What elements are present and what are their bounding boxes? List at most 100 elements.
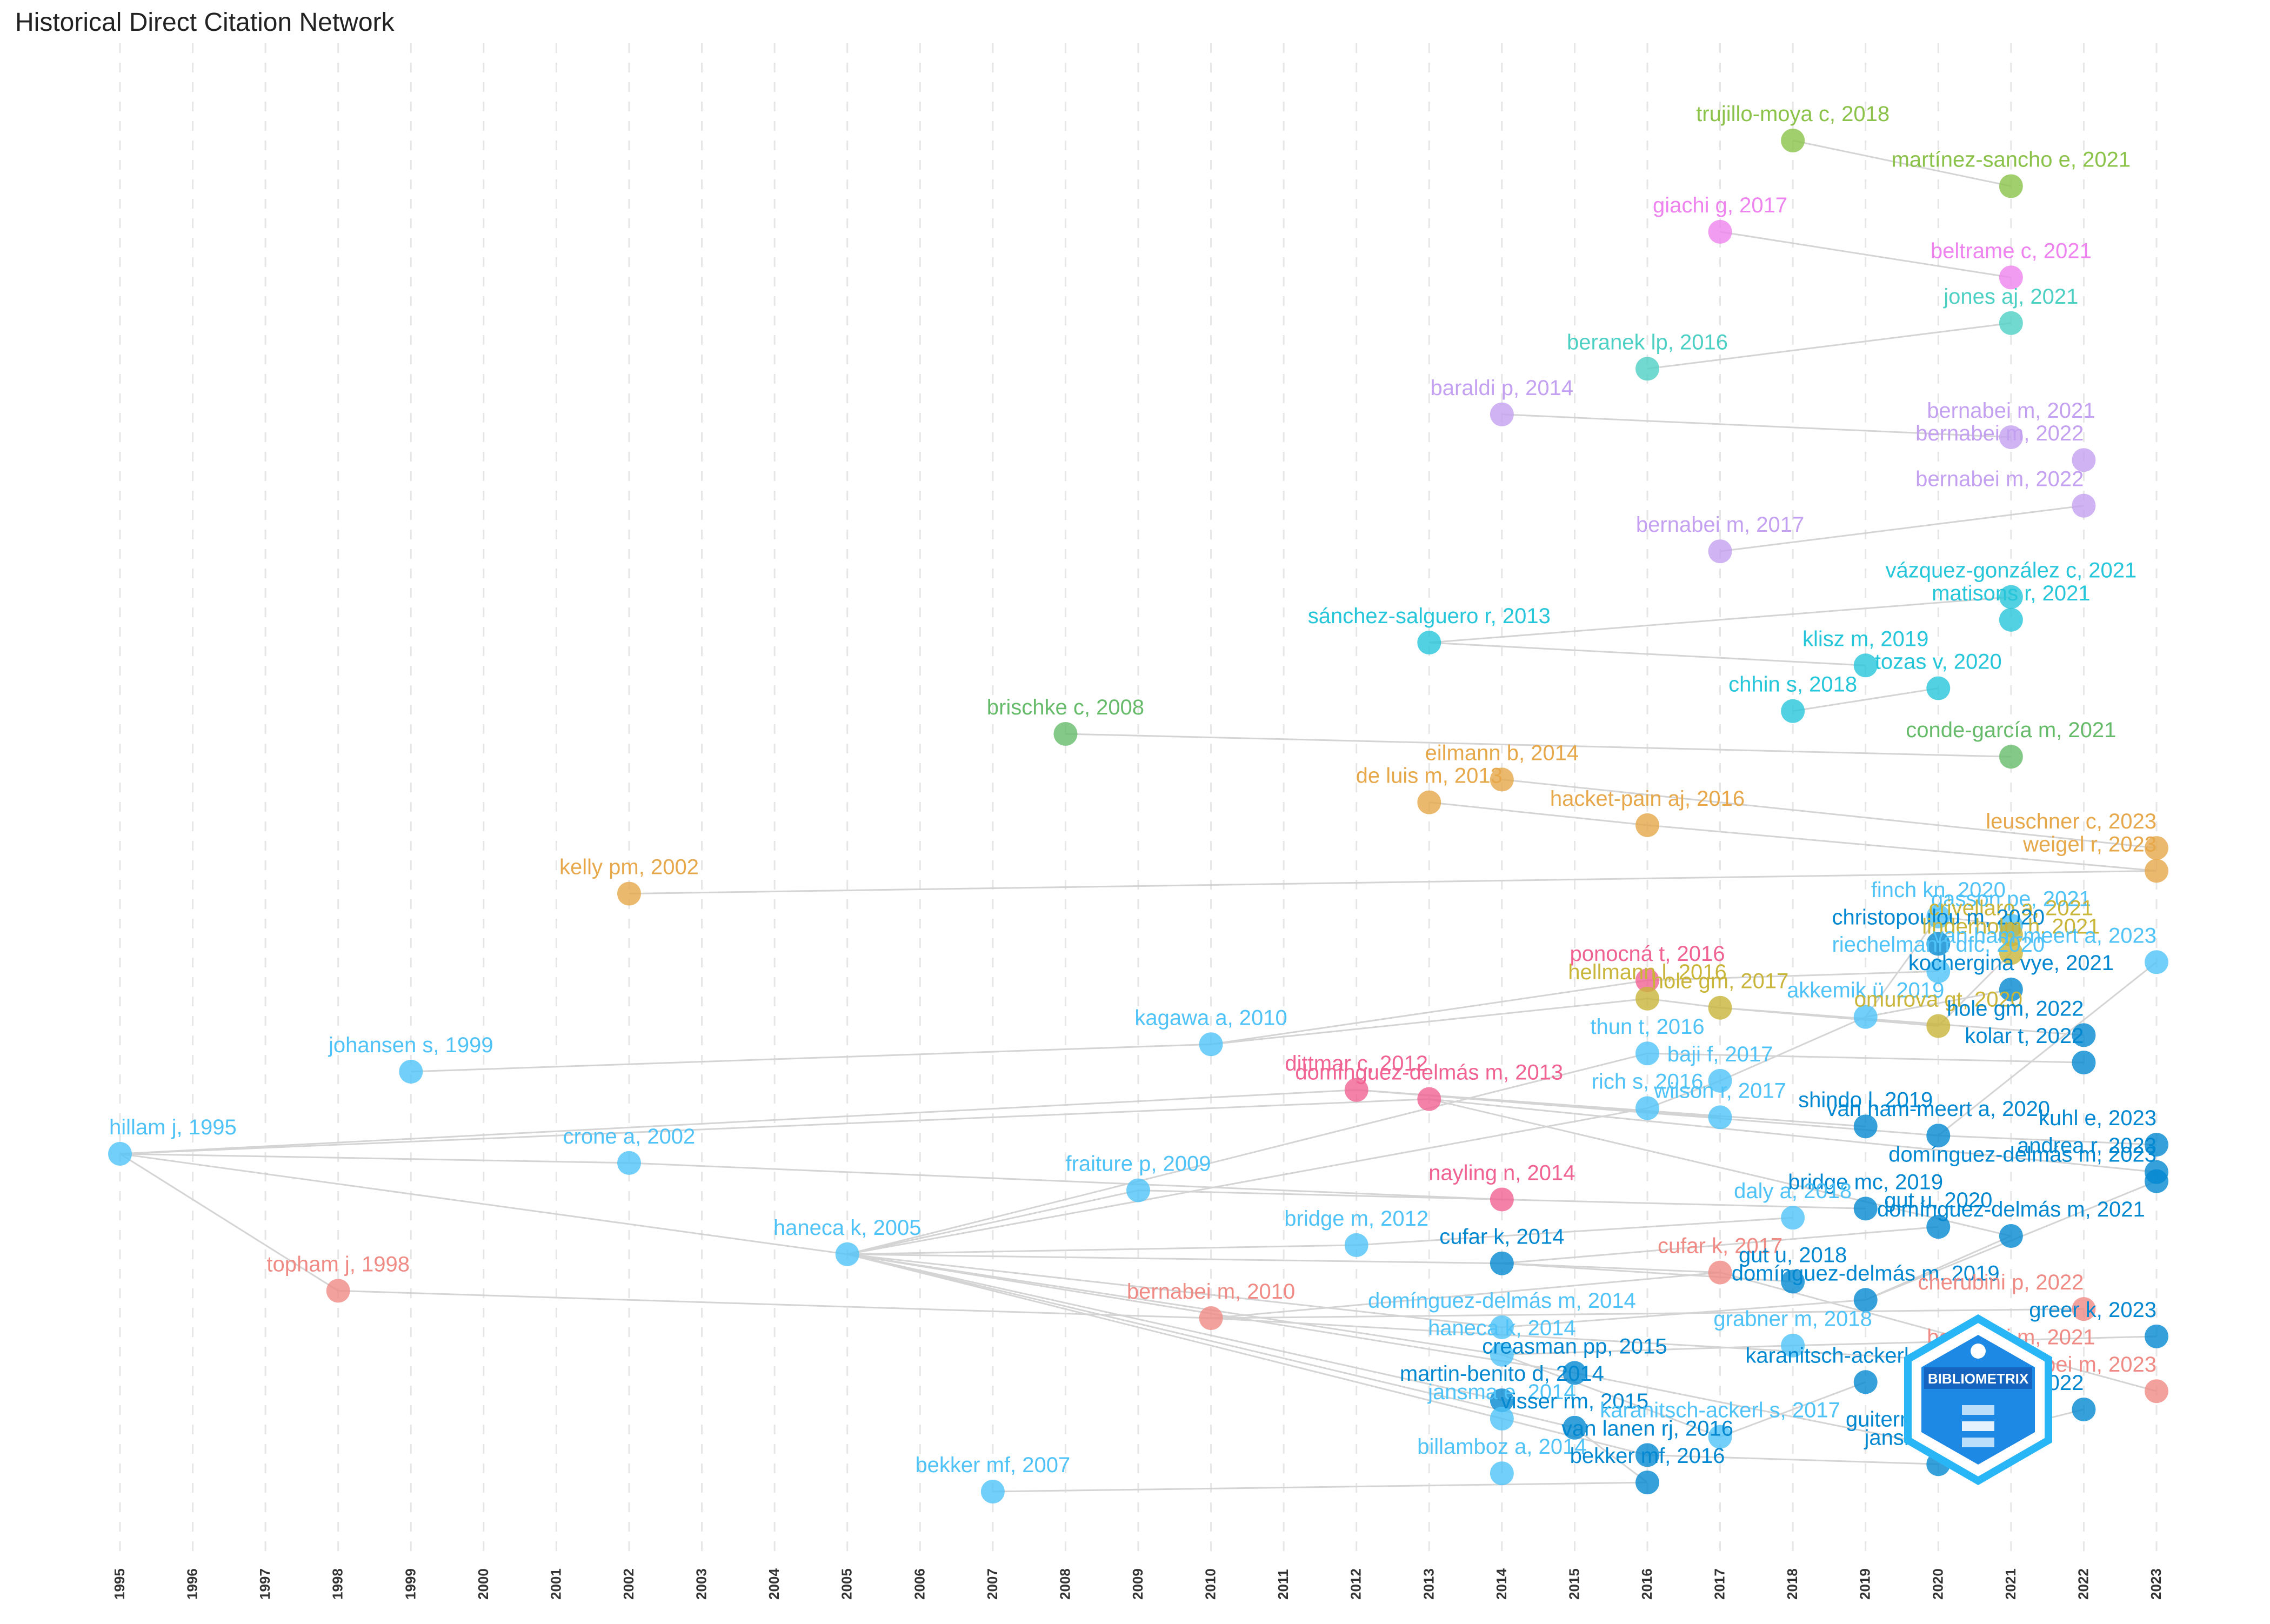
paper-node[interactable] <box>1926 932 1951 956</box>
paper-node[interactable] <box>1999 265 2023 290</box>
paper-node[interactable] <box>1635 968 1659 993</box>
paper-node[interactable] <box>1926 1014 1951 1038</box>
paper-node[interactable] <box>1635 1041 1659 1066</box>
paper-node[interactable] <box>1490 1342 1514 1367</box>
paper-node[interactable] <box>2145 859 2168 883</box>
paper-node[interactable] <box>2145 836 2168 860</box>
paper-node[interactable] <box>1344 1078 1368 1102</box>
paper-node[interactable] <box>1853 1005 1878 1029</box>
paper-node[interactable] <box>2072 1023 2096 1047</box>
paper-node[interactable] <box>1126 1178 1150 1202</box>
paper-node[interactable] <box>1853 1370 1878 1394</box>
paper-node[interactable] <box>1490 1461 1514 1486</box>
paper-node[interactable] <box>1853 653 1878 678</box>
paper-node[interactable] <box>1853 1114 1878 1139</box>
paper-node[interactable] <box>1708 995 1732 1020</box>
paper-node[interactable] <box>1999 311 2023 335</box>
paper-node[interactable] <box>1999 585 2023 609</box>
paper-node[interactable] <box>1781 1333 1805 1358</box>
paper-node[interactable] <box>1417 1087 1441 1111</box>
paper-node[interactable] <box>1490 1251 1514 1275</box>
paper-node[interactable] <box>2072 1397 2096 1421</box>
paper-node[interactable] <box>1490 767 1514 792</box>
x-tick-label: 2013 <box>1420 1568 1437 1600</box>
paper-node[interactable] <box>1708 539 1732 564</box>
paper-node[interactable] <box>1853 1197 1878 1221</box>
paper-label: bernabei m, 2021 <box>1927 399 2095 423</box>
paper-node[interactable] <box>1926 1124 1951 1148</box>
paper-node[interactable] <box>1999 941 2023 965</box>
paper-node[interactable] <box>1781 1269 1805 1294</box>
paper-node[interactable] <box>1999 174 2023 198</box>
paper-node[interactable] <box>2145 1133 2168 1157</box>
paper-node[interactable] <box>1417 790 1441 814</box>
paper-node[interactable] <box>1490 1406 1514 1431</box>
paper-node[interactable] <box>617 881 641 906</box>
citation-edge <box>847 1244 1357 1255</box>
paper-node[interactable] <box>1708 1260 1732 1285</box>
paper-node[interactable] <box>1635 357 1659 381</box>
paper-node[interactable] <box>1563 1415 1587 1440</box>
citation-edge <box>847 1107 1648 1255</box>
paper-node[interactable] <box>1708 1105 1732 1130</box>
citation-edge <box>1501 1226 1939 1265</box>
paper-node[interactable] <box>1053 721 1078 746</box>
paper-node[interactable] <box>1708 219 1732 244</box>
paper-node[interactable] <box>1635 813 1659 837</box>
paper-node[interactable] <box>2145 1169 2168 1193</box>
paper-label: kolar t, 2022 <box>1965 1024 2084 1048</box>
paper-node[interactable] <box>1635 1096 1659 1120</box>
paper-node[interactable] <box>2072 1297 2096 1321</box>
paper-node[interactable] <box>399 1059 423 1084</box>
paper-node[interactable] <box>2072 448 2096 472</box>
paper-node[interactable] <box>1490 1388 1514 1413</box>
paper-node[interactable] <box>1781 129 1805 152</box>
paper-node[interactable] <box>1999 425 2023 449</box>
paper-node[interactable] <box>1999 1224 2023 1248</box>
paper-node[interactable] <box>1417 631 1441 655</box>
paper-node[interactable] <box>1490 402 1514 426</box>
paper-node[interactable] <box>1926 904 1951 928</box>
paper-node[interactable] <box>1563 1361 1587 1385</box>
citation-edge <box>1429 1098 2157 1173</box>
paper-node[interactable] <box>2145 1324 2168 1348</box>
paper-node[interactable] <box>980 1480 1005 1503</box>
paper-node[interactable] <box>1635 1443 1659 1467</box>
paper-node[interactable] <box>1926 1215 1951 1239</box>
paper-node[interactable] <box>1708 1068 1732 1093</box>
paper-node[interactable] <box>1344 1233 1368 1257</box>
citation-edge <box>847 1253 1503 1328</box>
paper-node[interactable] <box>1781 699 1805 723</box>
paper-node[interactable] <box>1199 1032 1223 1057</box>
paper-node[interactable] <box>1490 1315 1514 1339</box>
x-tick-label: 2009 <box>1130 1568 1146 1600</box>
paper-node[interactable] <box>1199 1306 1223 1331</box>
paper-node[interactable] <box>1490 1187 1514 1212</box>
paper-label: kagawa a, 2010 <box>1134 1006 1287 1030</box>
x-tick-label: 2003 <box>693 1568 710 1600</box>
paper-label: haneca k, 2005 <box>773 1216 922 1240</box>
paper-node[interactable] <box>1999 977 2023 1001</box>
paper-node[interactable] <box>617 1151 641 1175</box>
paper-node[interactable] <box>1926 959 1951 984</box>
paper-node[interactable] <box>1999 923 2023 947</box>
citation-edge <box>1647 1080 1721 1109</box>
paper-node[interactable] <box>1999 745 2023 769</box>
paper-node[interactable] <box>1635 986 1659 1011</box>
citation-edge <box>847 1189 1139 1255</box>
chart-title: Historical Direct Citation Network <box>15 8 395 37</box>
paper-node[interactable] <box>1999 607 2023 632</box>
paper-node[interactable] <box>2072 493 2096 518</box>
paper-node[interactable] <box>108 1142 132 1166</box>
paper-node[interactable] <box>835 1242 859 1266</box>
paper-node[interactable] <box>2145 1379 2168 1404</box>
paper-label: beltrame c, 2021 <box>1931 239 2092 263</box>
paper-node[interactable] <box>1635 1471 1659 1495</box>
paper-node[interactable] <box>1853 1288 1878 1312</box>
paper-node[interactable] <box>1926 676 1951 700</box>
paper-node[interactable] <box>326 1279 350 1303</box>
paper-node[interactable] <box>2145 950 2168 974</box>
paper-node[interactable] <box>2072 1051 2096 1075</box>
paper-node[interactable] <box>1708 1425 1732 1449</box>
paper-node[interactable] <box>1781 1206 1805 1230</box>
